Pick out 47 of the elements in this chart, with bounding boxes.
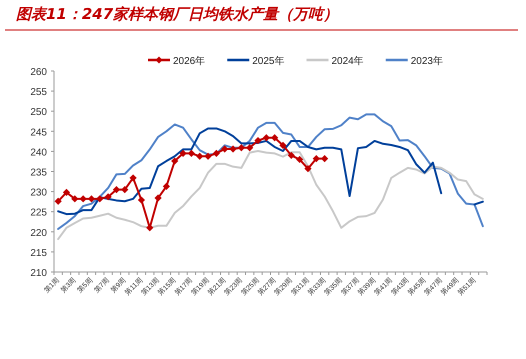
point — [304, 165, 312, 172]
y-tick-label: 240 — [30, 147, 48, 158]
point — [279, 142, 287, 149]
point — [71, 195, 78, 202]
point — [96, 195, 104, 202]
point — [138, 196, 146, 204]
point — [121, 186, 128, 194]
y-tick-label: 235 — [30, 168, 48, 178]
point — [221, 145, 228, 153]
y-tick-label: 225 — [30, 208, 48, 219]
point — [154, 194, 162, 202]
point — [112, 186, 120, 194]
y-tick-label: 245 — [30, 127, 48, 138]
point — [196, 152, 204, 160]
point — [204, 152, 212, 160]
point — [238, 144, 245, 152]
y-tick-label: 210 — [30, 268, 48, 279]
point — [62, 188, 70, 196]
point — [162, 182, 170, 190]
point — [246, 144, 254, 152]
legend-label: 2024年 — [332, 55, 364, 67]
point — [188, 150, 195, 158]
point — [212, 150, 220, 158]
point — [288, 152, 295, 160]
chart-title: 图表11：247家样本钢厂日均铁水产量（万吨） — [16, 5, 338, 23]
point — [179, 150, 187, 158]
point — [104, 193, 112, 200]
y-tick-label: 260 — [30, 67, 48, 78]
y-tick-label: 230 — [30, 188, 48, 199]
point — [171, 157, 178, 165]
point — [130, 174, 137, 182]
point — [296, 156, 304, 164]
legend-label: 2026年 — [173, 55, 206, 67]
point — [321, 155, 328, 162]
y-tick-label: 255 — [30, 87, 48, 98]
legend-label: 2025年 — [252, 55, 284, 67]
legend-label: 2023年 — [410, 55, 443, 67]
y-tick-label: 250 — [30, 107, 48, 118]
point — [271, 134, 278, 142]
point — [88, 195, 96, 202]
point — [312, 155, 320, 162]
point — [54, 198, 62, 205]
point — [262, 134, 270, 142]
y-tick-label: 215 — [30, 248, 48, 259]
point — [80, 195, 87, 202]
y-tick-label: 220 — [30, 228, 48, 239]
point — [254, 136, 262, 144]
